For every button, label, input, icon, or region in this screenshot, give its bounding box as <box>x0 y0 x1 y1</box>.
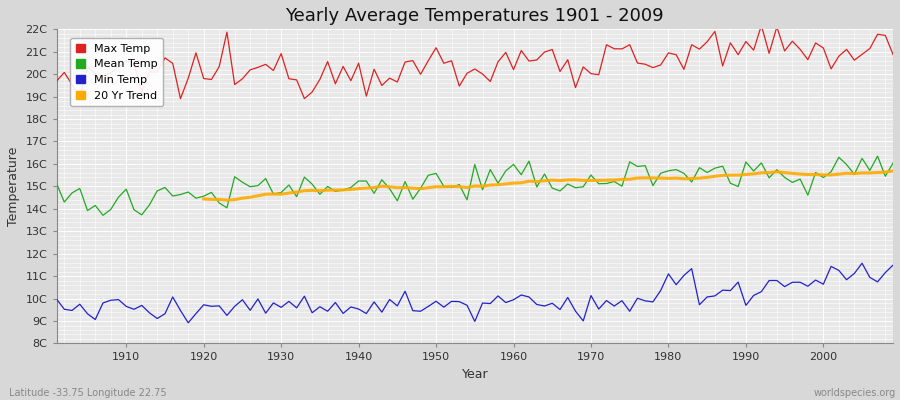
X-axis label: Year: Year <box>462 368 488 381</box>
Legend: Max Temp, Mean Temp, Min Temp, 20 Yr Trend: Max Temp, Mean Temp, Min Temp, 20 Yr Tre… <box>70 38 163 106</box>
Text: Latitude -33.75 Longitude 22.75: Latitude -33.75 Longitude 22.75 <box>9 388 166 398</box>
Y-axis label: Temperature: Temperature <box>7 147 20 226</box>
Title: Yearly Average Temperatures 1901 - 2009: Yearly Average Temperatures 1901 - 2009 <box>285 7 664 25</box>
Text: worldspecies.org: worldspecies.org <box>814 388 896 398</box>
